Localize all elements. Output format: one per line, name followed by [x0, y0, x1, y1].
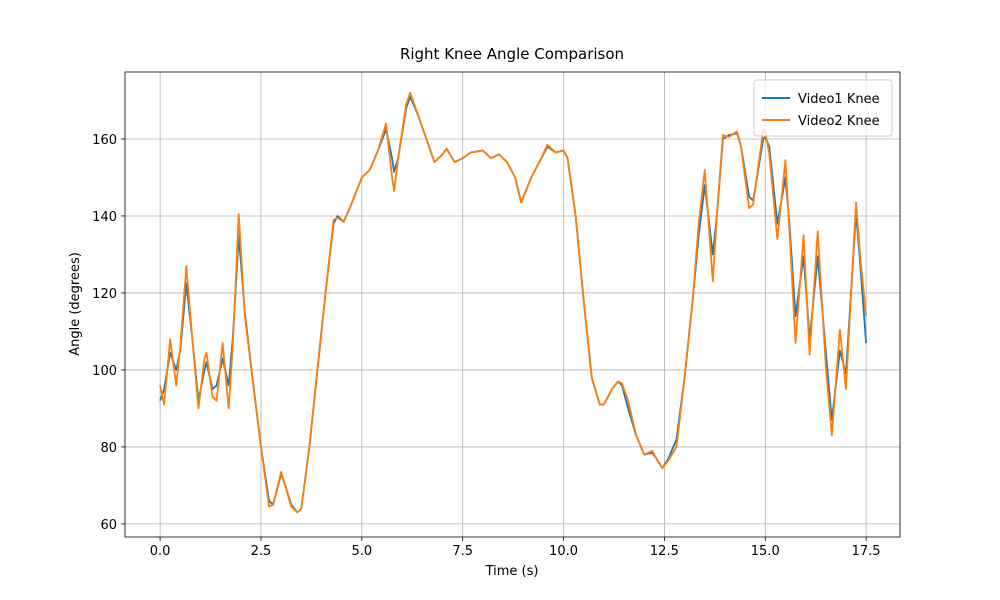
series-line: [159, 95, 868, 514]
x-tick-label: 17.5: [852, 544, 881, 559]
x-tick-label: 12.5: [650, 544, 679, 559]
y-tick-label: 140: [92, 210, 117, 225]
x-tick-label: 7.5: [452, 544, 473, 559]
chart-title: Right Knee Angle Comparison: [400, 45, 624, 63]
y-tick-label: 100: [92, 364, 117, 379]
x-tick-label: 15.0: [751, 544, 780, 559]
legend-label: Video1 Knee: [798, 92, 880, 107]
x-tick-label: 5.0: [351, 544, 372, 559]
legend-box: [753, 79, 893, 137]
x-axis-label: Time (s): [485, 564, 539, 579]
legend: Video1 Knee Video2 Knee: [753, 79, 893, 137]
plot-frame: [124, 71, 901, 538]
y-tick-label: 60: [100, 518, 117, 533]
x-tick-label: 0.0: [150, 544, 171, 559]
series-line: [159, 91, 868, 514]
legend-label: Video2 Knee: [798, 114, 880, 129]
x-tick-label: 10.0: [549, 544, 578, 559]
y-axis-label: Angle (degrees): [68, 252, 83, 356]
y-tick-label: 120: [92, 287, 117, 302]
x-tick-label: 2.5: [251, 544, 272, 559]
y-tick-label: 80: [100, 441, 117, 456]
y-tick-label: 160: [92, 133, 117, 148]
